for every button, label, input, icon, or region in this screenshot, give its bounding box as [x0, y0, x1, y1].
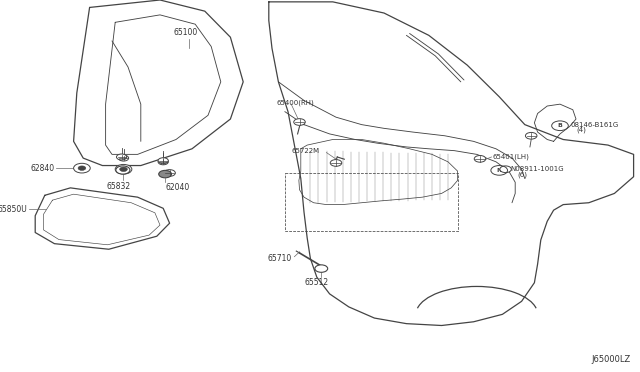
Text: N: N [497, 168, 502, 173]
Circle shape [330, 160, 342, 166]
Circle shape [159, 170, 172, 178]
Text: N08911-1001G: N08911-1001G [510, 166, 564, 172]
Text: 65832: 65832 [106, 182, 131, 190]
Text: 65401(LH): 65401(LH) [493, 154, 530, 160]
Circle shape [116, 166, 130, 174]
Circle shape [500, 166, 511, 173]
Text: 62840: 62840 [30, 164, 54, 173]
Text: J65000LZ: J65000LZ [591, 355, 630, 364]
Text: (4): (4) [576, 127, 586, 134]
Circle shape [158, 159, 168, 165]
Text: 65850U: 65850U [0, 205, 27, 214]
Circle shape [78, 166, 86, 170]
Text: 65722M: 65722M [291, 148, 319, 154]
Text: 65710: 65710 [268, 254, 292, 263]
Circle shape [164, 170, 175, 176]
Circle shape [120, 167, 127, 171]
Circle shape [474, 155, 486, 162]
Text: 08146-B161G: 08146-B161G [571, 122, 619, 128]
Circle shape [118, 155, 129, 161]
Circle shape [158, 158, 168, 164]
Circle shape [315, 265, 328, 272]
Text: (6): (6) [517, 171, 527, 178]
Circle shape [116, 154, 127, 160]
Text: 65400(RH): 65400(RH) [276, 99, 314, 106]
Circle shape [525, 132, 537, 139]
Circle shape [74, 163, 90, 173]
Text: 62040: 62040 [165, 183, 189, 192]
Text: B: B [557, 123, 563, 128]
Text: 65100: 65100 [173, 28, 198, 37]
Circle shape [115, 164, 132, 174]
Text: 65512: 65512 [305, 278, 329, 287]
Circle shape [294, 119, 305, 125]
